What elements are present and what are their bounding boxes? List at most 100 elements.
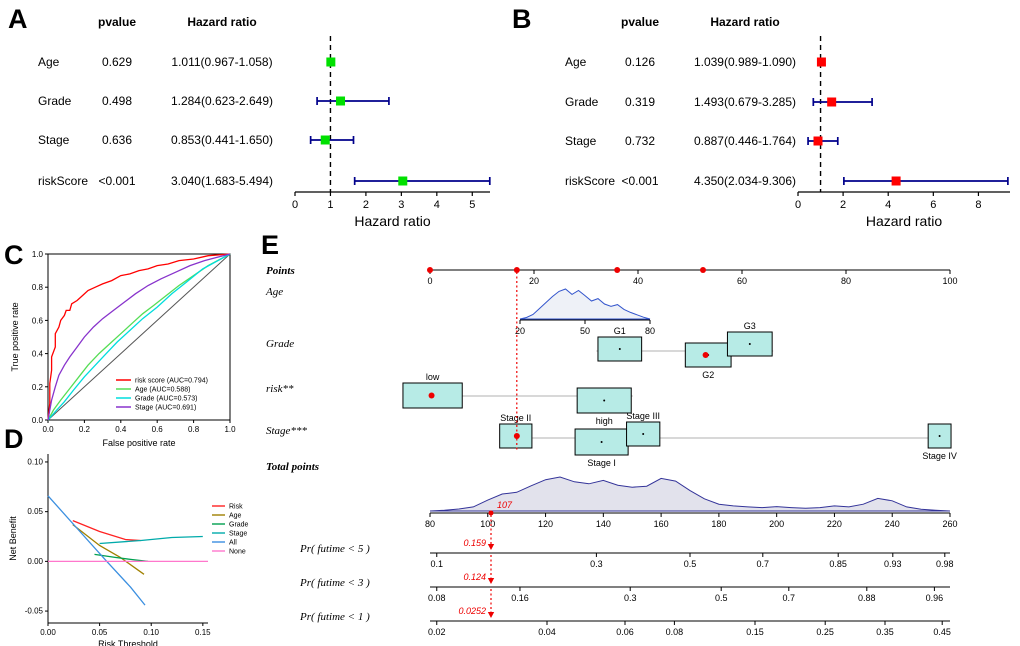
row-label-stage: Stage*** (266, 425, 307, 437)
x-tick-label: 6 (930, 199, 936, 211)
row-pvalue: 0.732 (625, 134, 655, 148)
y-tick-label: 0.00 (27, 557, 43, 566)
row-label-risk: risk** (266, 383, 294, 395)
tick-label: 260 (942, 519, 957, 529)
tick-label: 80 (425, 519, 435, 529)
row-pvalue: 0.498 (102, 94, 132, 108)
x-tick-label: 2 (840, 199, 846, 211)
red-probability-value: 0.159 (463, 538, 486, 548)
red-arrowhead (487, 612, 495, 618)
x-tick-label: 0.6 (152, 425, 164, 434)
legend-label: Age (AUC=0.588) (135, 387, 190, 394)
tick-label: 0.35 (876, 627, 894, 637)
x-tick-label: 0.10 (143, 628, 159, 637)
legend-label: Age (229, 513, 242, 520)
row-label-total-points: Total points (266, 461, 319, 473)
y-tick-label: 0.0 (32, 416, 44, 425)
red-total-points-value: 107 (497, 500, 513, 510)
tick-label: 0.88 (858, 593, 876, 603)
box-center-dot (603, 399, 606, 402)
panel-label-b: B (512, 4, 532, 34)
roc-curve-2 (47, 253, 231, 421)
tick-label: 0.02 (428, 627, 446, 637)
red-marker-dot (427, 267, 433, 273)
dca-curve-grade (94, 553, 149, 563)
tick-label: 0.45 (933, 627, 951, 637)
col-header-hazard-ratio: Hazard ratio (710, 15, 779, 29)
hazard-ratio-marker (816, 57, 826, 67)
red-marker-dot (488, 510, 494, 516)
row-hazard-ratio: 4.350(2.034-9.306) (694, 174, 796, 188)
hazard-ratio-marker (336, 96, 346, 106)
hazard-ratio-marker (398, 176, 408, 186)
tick-label: 80 (645, 326, 655, 336)
red-arrowhead (487, 544, 495, 550)
y-tick-label: 0.10 (27, 457, 43, 466)
category-label: Stage III (626, 411, 660, 421)
dca-curve-risk (72, 519, 141, 542)
tick-label: 0.7 (783, 593, 796, 603)
category-label: G3 (744, 321, 756, 331)
x-tick-label: 0.00 (40, 628, 56, 637)
tick-label: 20 (515, 326, 525, 336)
red-marker-dot (428, 392, 435, 399)
hazard-ratio-marker (813, 136, 823, 146)
col-header-hazard-ratio: Hazard ratio (187, 15, 256, 29)
red-arrowhead (487, 578, 495, 584)
hazard-ratio-marker (827, 97, 837, 107)
tick-label: 180 (711, 519, 726, 529)
x-tick-label: 3 (398, 199, 404, 211)
tick-label: 0.5 (684, 559, 697, 569)
row-label-grade: Grade (266, 338, 294, 350)
box-center-dot (938, 435, 941, 437)
red-probability-value: 0.124 (463, 572, 486, 582)
row-label-age: Age (265, 286, 283, 298)
roc-curve-3 (47, 253, 231, 421)
category-label: G2 (702, 370, 714, 380)
tick-label: 0.96 (926, 593, 944, 603)
tick-label: 60 (737, 276, 747, 286)
y-tick-label: 0.05 (27, 507, 43, 516)
chance-diagonal (47, 253, 231, 421)
tick-label: 160 (654, 519, 669, 529)
plot-frame (47, 253, 231, 421)
hazard-ratio-marker (320, 135, 330, 145)
tick-label: 0.7 (757, 559, 770, 569)
tick-label: 80 (841, 276, 851, 286)
x-axis-label: Hazard ratio (866, 213, 942, 229)
x-tick-label: 2 (363, 199, 369, 211)
x-tick-label: 0.2 (79, 425, 91, 434)
category-label: Stage I (587, 458, 616, 468)
category-label: G1 (614, 326, 626, 336)
row-name: Grade (565, 95, 599, 109)
tick-label: 0.16 (511, 593, 529, 603)
x-tick-label: 0 (292, 199, 298, 211)
dca-curve-age (72, 524, 145, 575)
x-axis-label: False positive rate (102, 438, 175, 448)
row-pvalue: 0.319 (625, 95, 655, 109)
hazard-ratio-marker (326, 57, 336, 67)
legend-label: Stage (229, 531, 247, 538)
row-name: riskScore (38, 174, 88, 188)
row-name: Stage (565, 134, 597, 148)
tick-label: 0.08 (428, 593, 446, 603)
legend-label: None (229, 549, 246, 556)
row-hazard-ratio: 1.011(0.967-1.058) (171, 55, 272, 69)
tick-label: 220 (827, 519, 842, 529)
x-tick-label: 0 (795, 199, 801, 211)
y-tick-label: 0.8 (32, 283, 44, 292)
row-label-pr: Pr( futime < 3 ) (299, 577, 370, 589)
row-hazard-ratio: 0.887(0.446-1.764) (694, 134, 796, 148)
x-axis-label: Hazard ratio (354, 213, 430, 229)
row-label-pr: Pr( futime < 1 ) (299, 611, 370, 623)
row-label-points: Points (266, 265, 295, 277)
x-tick-label: 0.15 (195, 628, 211, 637)
row-pvalue: 0.636 (102, 133, 132, 147)
box-center-dot (642, 433, 645, 435)
y-tick-label: 0.6 (32, 316, 44, 325)
legend-label: Grade (AUC=0.573) (135, 396, 197, 403)
tick-label: 0.98 (936, 559, 954, 569)
box-center-dot (618, 348, 621, 350)
panel-b-forest-plot: pvalue Hazard ratio Age 0.126 1.039(0.989-1.… (565, 15, 1010, 229)
